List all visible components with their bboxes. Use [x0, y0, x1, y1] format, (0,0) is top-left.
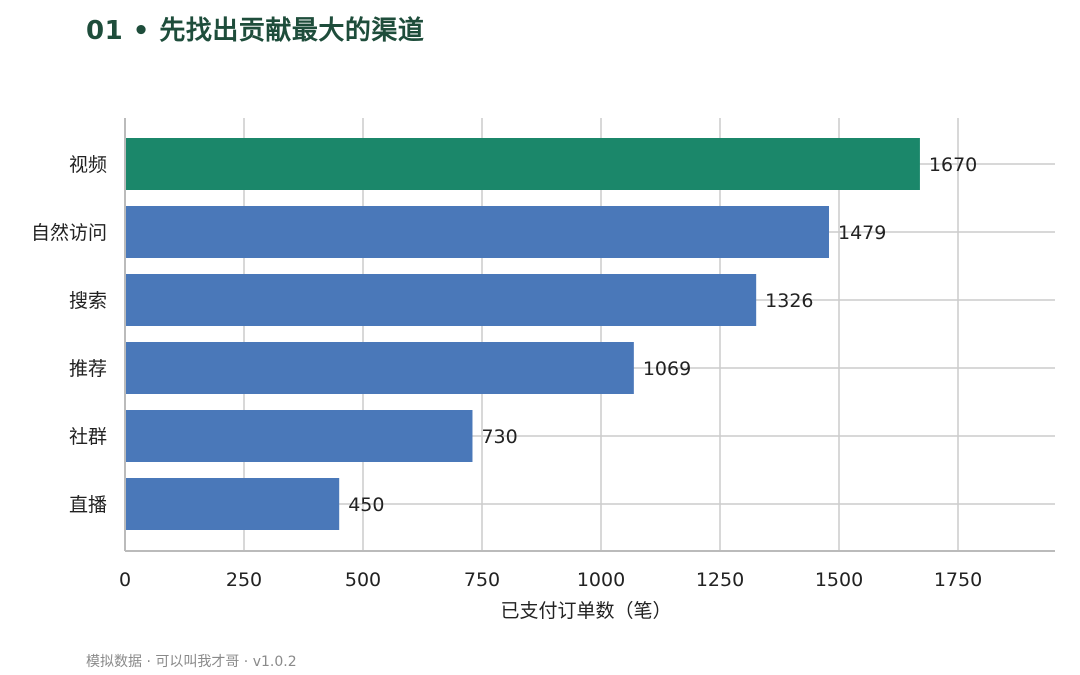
- x-tick-label: 500: [345, 569, 381, 591]
- category-label: 自然访问: [31, 222, 107, 244]
- x-tick-label: 1500: [815, 569, 863, 591]
- category-label: 推荐: [69, 358, 107, 380]
- x-tick-label: 250: [226, 569, 262, 591]
- bar-搜索: [126, 274, 757, 326]
- footer-note: 模拟数据 · 可以叫我才哥 · v1.0.2: [86, 654, 297, 670]
- category-label: 视频: [69, 154, 107, 176]
- x-tick-label: 1750: [934, 569, 982, 591]
- category-label: 直播: [69, 494, 107, 516]
- bar-自然访问: [126, 206, 830, 258]
- x-tick-label: 750: [464, 569, 500, 591]
- x-tick-label: 1250: [696, 569, 744, 591]
- bar-value-label: 1670: [929, 154, 977, 176]
- x-axis-title: 已支付订单数（笔）: [500, 600, 671, 622]
- bar-value-label: 1479: [838, 222, 886, 244]
- bar-直播: [126, 478, 340, 530]
- chart-title: 01 • 先找出贡献最大的渠道: [86, 16, 425, 46]
- bar-社群: [126, 410, 473, 462]
- category-label: 社群: [69, 426, 107, 448]
- axes: [124, 118, 1055, 552]
- bar-推荐: [126, 342, 634, 394]
- bar-视频: [126, 138, 920, 190]
- bar-value-label: 1069: [643, 358, 691, 380]
- category-label: 搜索: [69, 290, 107, 312]
- bar-value-label: 450: [348, 494, 384, 516]
- bars: [126, 138, 920, 530]
- bar-value-label: 1326: [765, 290, 813, 312]
- x-tick-label: 0: [119, 569, 131, 591]
- bar-value-label: 730: [481, 426, 517, 448]
- x-tick-label: 1000: [577, 569, 625, 591]
- labels: 1670 视频 1479 自然访问 1326 搜索 1069 推荐 730 社群 450 直播 0 250…: [31, 154, 982, 622]
